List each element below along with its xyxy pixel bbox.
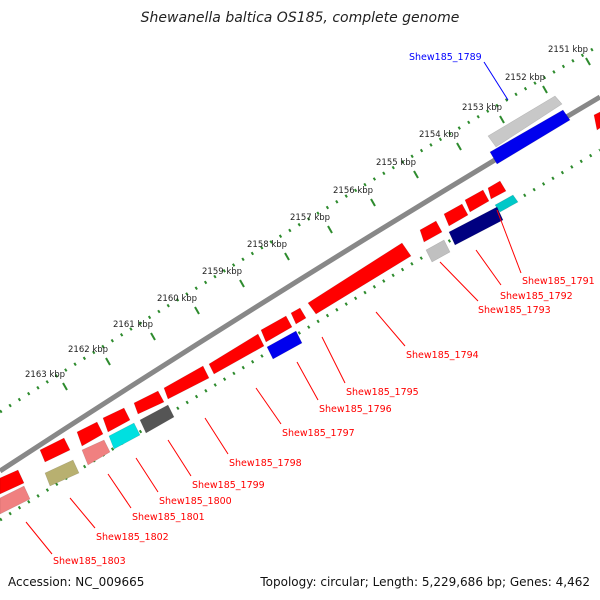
- gene-shew185-1794: [307, 242, 412, 315]
- gene-label: Shew185_1792: [500, 291, 573, 302]
- label-connector: [475, 249, 502, 286]
- gene-shew185-1788: [487, 95, 563, 148]
- scale-tick-label: 2158 kbp: [247, 240, 287, 250]
- gene-edge: [593, 111, 600, 131]
- scale-tick-label: 2153 kbp: [462, 103, 502, 113]
- gene-label: Shew185_1796: [319, 404, 392, 415]
- gene-label: Shew185_1791: [522, 276, 595, 287]
- scale-tick-mark: [105, 357, 111, 366]
- scale-tick-mark: [239, 279, 245, 288]
- gene-shew185-1796: [266, 330, 303, 360]
- gene-shew185-1792: [448, 206, 504, 246]
- gene-upper: [102, 407, 131, 433]
- scale-tick-label: 2155 kbp: [376, 158, 416, 168]
- gene-shew185-1793: [425, 239, 451, 263]
- accession-text: Accession: NC_009665: [8, 575, 145, 589]
- gene-upper: [39, 437, 71, 463]
- gene-shew185-1789: [489, 109, 571, 165]
- gene-label: Shew185_1789: [409, 52, 482, 63]
- scale-tick-label: 2156 kbp: [333, 186, 373, 196]
- label-connector: [255, 387, 282, 425]
- gene-label: Shew185_1798: [229, 458, 302, 469]
- gene-upper: [0, 469, 25, 495]
- scale-tick-mark: [62, 382, 68, 391]
- scale-ticks: 2151 kbp 2152 kbp 2153 kbp 2154 kbp 2155 kbp…: [25, 45, 591, 391]
- genome-summary-text: Topology: circular; Length: 5,229,686 bp…: [260, 575, 590, 589]
- label-connector: [107, 473, 132, 509]
- gene-shew185-1802: [81, 439, 111, 466]
- gene-label: Shew185_1797: [282, 428, 355, 439]
- label-connector: [296, 361, 319, 401]
- gene-label: Shew185_1795: [346, 387, 419, 398]
- gene-label: Shew185_1799: [192, 480, 265, 491]
- label-connector: [439, 261, 479, 302]
- gene-shew185-1798: [163, 365, 210, 400]
- label-connector: [204, 417, 229, 455]
- scale-tick-mark: [456, 142, 462, 151]
- scale-tick-label: 2163 kbp: [25, 370, 65, 380]
- gene-label: Shew185_1800: [159, 496, 232, 507]
- gene-label: Shew185_1803: [53, 556, 126, 567]
- label-connector: [69, 497, 96, 529]
- gene-shew185-1801: [108, 422, 141, 450]
- scale-tick-mark: [413, 170, 419, 179]
- gene-labels: Shew185_1789 Shew185_1791 Shew185_1792 Shew…: [53, 52, 595, 567]
- label-connector: [25, 521, 53, 555]
- scale-tick-label: 2161 kbp: [113, 320, 153, 330]
- scale-tick-label: 2162 kbp: [68, 345, 108, 355]
- gene-shew185-1797: [208, 333, 265, 375]
- gene-upper: [487, 180, 507, 200]
- scale-tick-label: 2159 kbp: [202, 267, 242, 277]
- gene-shew185-1802b: [44, 459, 80, 487]
- gene-label: Shew185_1794: [406, 350, 479, 361]
- gene-upper: [443, 203, 469, 227]
- scale-tick-mark: [150, 332, 156, 341]
- scale-tick-mark: [499, 115, 505, 124]
- gene-upper: [76, 421, 104, 447]
- scale-tick-mark: [194, 306, 200, 315]
- gene-upper: [464, 189, 490, 213]
- scale-tick-mark: [370, 198, 376, 207]
- label-connector: [321, 336, 346, 384]
- scale-tick-label: 2151 kbp: [548, 45, 588, 55]
- gene-label: Shew185_1793: [478, 305, 551, 316]
- gene-upper: [419, 220, 443, 243]
- label-connector: [483, 61, 509, 101]
- scale-tick-label: 2160 kbp: [157, 294, 197, 304]
- map-title: Shewanella baltica OS185, complete genom…: [140, 10, 460, 26]
- gene-upper: [260, 315, 293, 343]
- gene-upper: [290, 307, 307, 325]
- outer-ruler-ring: [0, 43, 600, 414]
- scale-tick-label: 2157 kbp: [290, 213, 330, 223]
- label-connector: [375, 311, 406, 347]
- gene-shew185-1803: [0, 485, 31, 515]
- scale-tick-mark: [585, 57, 591, 66]
- gene-shew185-1791: [494, 194, 519, 213]
- scale-tick-mark: [284, 252, 290, 261]
- scale-tick-mark: [327, 225, 333, 234]
- gene-label: Shew185_1802: [96, 532, 169, 543]
- gene-upper: [133, 390, 165, 415]
- scale-tick-label: 2154 kbp: [419, 130, 459, 140]
- label-connectors: [25, 61, 522, 555]
- scale-tick-mark: [542, 85, 548, 94]
- gene-features: [0, 95, 600, 515]
- gene-label: Shew185_1801: [132, 512, 205, 523]
- label-connector: [496, 209, 522, 274]
- gene-shew185-1800: [139, 404, 175, 434]
- label-connector: [167, 439, 192, 477]
- scale-tick-label: 2152 kbp: [505, 73, 545, 83]
- label-connector: [135, 457, 159, 493]
